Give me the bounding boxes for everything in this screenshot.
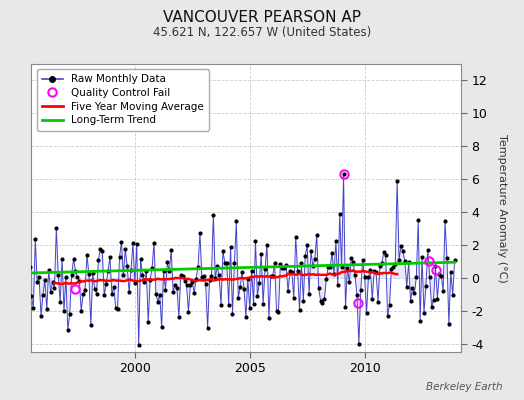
Legend: Raw Monthly Data, Quality Control Fail, Five Year Moving Average, Long-Term Tren: Raw Monthly Data, Quality Control Fail, … [37, 69, 209, 130]
Y-axis label: Temperature Anomaly (°C): Temperature Anomaly (°C) [497, 134, 507, 282]
Text: Berkeley Earth: Berkeley Earth [427, 382, 503, 392]
Text: VANCOUVER PEARSON AP: VANCOUVER PEARSON AP [163, 10, 361, 25]
Text: 45.621 N, 122.657 W (United States): 45.621 N, 122.657 W (United States) [153, 26, 371, 39]
